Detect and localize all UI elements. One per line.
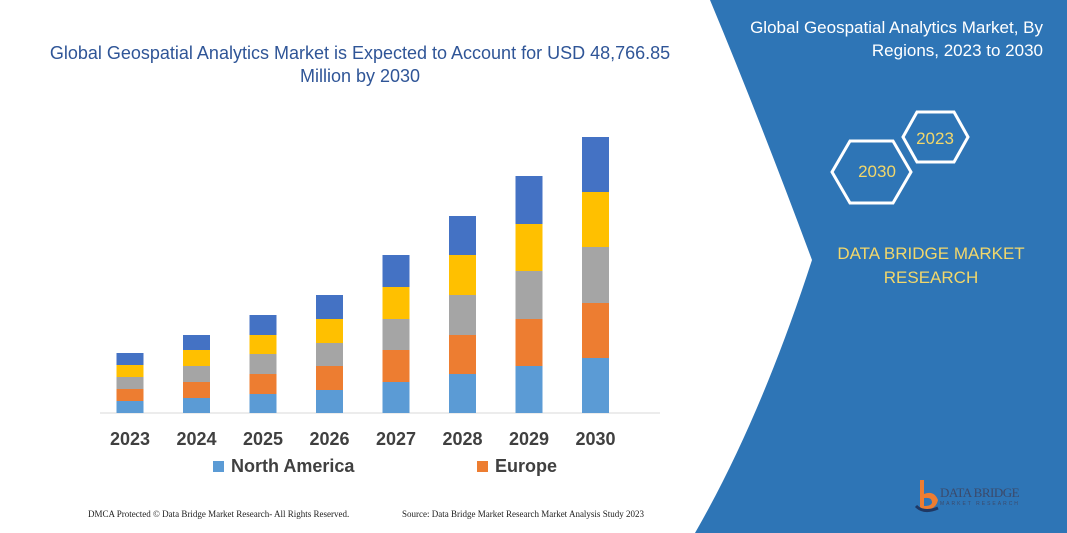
- legend-europe: Europe: [477, 456, 557, 477]
- bar-2027-series-0: [382, 382, 410, 413]
- bar-2024-series-2: [183, 366, 210, 382]
- bar-2027-series-2: [382, 319, 410, 350]
- bar-2028-series-4: [449, 216, 476, 255]
- bar-2025-series-3: [249, 335, 277, 354]
- hex-2030-label: 2030: [858, 162, 896, 181]
- bar-2028-series-1: [449, 335, 476, 374]
- bar-2030-series-1: [582, 303, 609, 358]
- bar-2027-series-4: [382, 255, 410, 287]
- bar-2029-series-0: [515, 366, 543, 413]
- bar-2030-series-3: [582, 192, 609, 247]
- x-tick-label: 2027: [375, 429, 417, 449]
- logo-icon: [914, 480, 939, 513]
- bar-2029-series-4: [515, 176, 543, 224]
- x-tick-label: 2023: [109, 429, 151, 449]
- bar-2026-series-1: [316, 366, 343, 390]
- bar-2027-series-3: [382, 287, 410, 319]
- bar-2025-series-1: [249, 374, 277, 394]
- legend-swatch: [213, 461, 224, 472]
- x-tick-label: 2026: [309, 429, 350, 449]
- legend-swatch: [477, 461, 488, 472]
- bar-2025-series-4: [249, 315, 277, 335]
- side-panel-title: Global Geospatial Analytics Market, By R…: [750, 18, 1043, 60]
- bar-2026-series-3: [316, 319, 343, 343]
- hexagon-2030-icon: [830, 139, 913, 205]
- logo: DATA BRIDGE MARKET RESEARCH: [914, 478, 1020, 514]
- legend-label: Europe: [495, 456, 558, 476]
- hex-2023-label: 2023: [916, 129, 954, 148]
- bar-2030-series-2: [582, 247, 609, 303]
- footer-copyright: DMCA Protected © Data Bridge Market Rese…: [88, 509, 350, 519]
- bars: [116, 137, 609, 413]
- logo-subtext: MARKET RESEARCH: [940, 501, 1020, 507]
- logo-text: DATA BRIDGE: [940, 485, 1020, 500]
- chart-title: Global Geospatial Analytics Market is Ex…: [49, 43, 671, 86]
- bar-2024-series-0: [183, 398, 210, 413]
- bar-2025-series-2: [249, 354, 277, 374]
- bar-2028-series-3: [449, 255, 476, 295]
- bar-2029-series-3: [515, 224, 543, 271]
- x-tick-label: 2025: [242, 429, 284, 449]
- bar-2024-series-4: [183, 335, 210, 350]
- brand-text: DATA BRIDGE MARKET RESEARCH: [837, 244, 1025, 287]
- bar-2024-series-3: [183, 350, 210, 366]
- bar-2028-series-2: [449, 295, 476, 335]
- bar-2024-series-1: [183, 382, 210, 398]
- bar-2023-series-1: [116, 389, 144, 401]
- bar-2023-series-4: [116, 353, 144, 365]
- x-tick-label: 2029: [508, 429, 550, 449]
- x-tick-label: 2030: [575, 429, 616, 449]
- bar-2030-series-0: [582, 358, 609, 413]
- bar-2029-series-1: [515, 319, 543, 366]
- bar-2027-series-1: [382, 350, 410, 382]
- bar-2023-series-2: [116, 377, 144, 389]
- bar-2023-series-0: [116, 401, 144, 413]
- side-panel: [695, 0, 1067, 533]
- bar-2026-series-0: [316, 390, 343, 413]
- bar-2029-series-2: [515, 271, 543, 319]
- hexagon-2023-icon: [901, 110, 970, 164]
- bar-2030-series-4: [582, 137, 609, 192]
- bar-2026-series-2: [316, 343, 343, 366]
- bar-2023-series-3: [116, 365, 144, 377]
- legend-north-america: North America: [213, 456, 354, 477]
- x-tick-label: 2028: [442, 429, 483, 449]
- bar-2026-series-4: [316, 295, 343, 319]
- legend-label: North America: [231, 456, 355, 476]
- footer-source: Source: Data Bridge Market Research Mark…: [402, 509, 644, 519]
- x-tick-label: 2024: [176, 429, 217, 449]
- bar-2028-series-0: [449, 374, 476, 413]
- bar-2025-series-0: [249, 394, 277, 413]
